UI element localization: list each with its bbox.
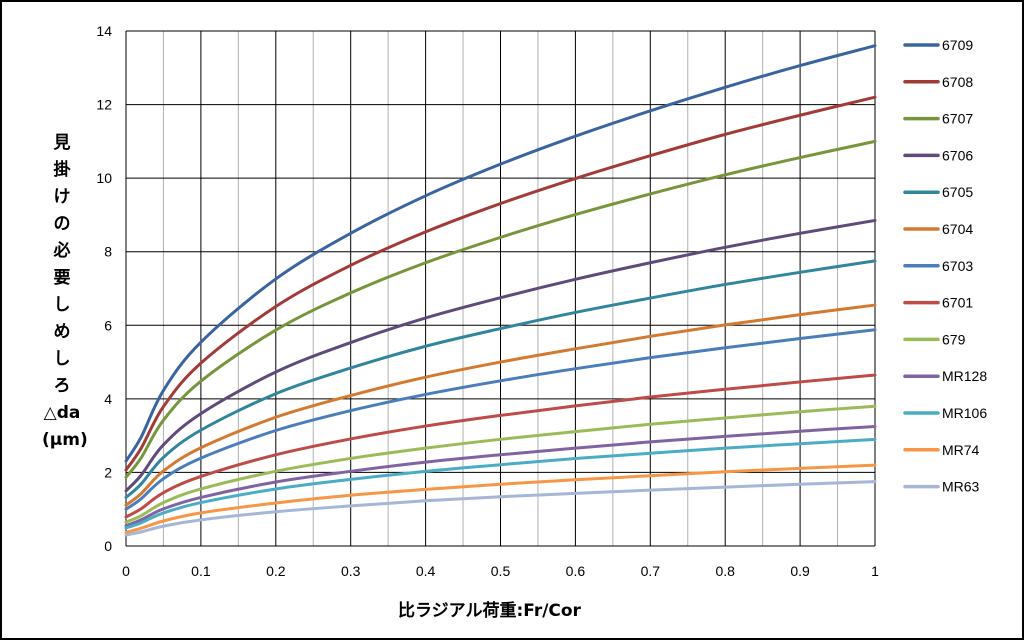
legend-label-6707: 6707 [942,111,973,127]
series-line-6709 [124,44,877,463]
y-axis-label-char: の [53,214,71,234]
x-tick-label: 0.6 [566,563,586,579]
legend-label-6708: 6708 [942,74,973,90]
legend-label-MR63: MR63 [942,479,980,495]
series-line-6706 [124,218,877,493]
y-axis-label-char: 必 [53,241,71,261]
x-tick-label: 1 [871,563,879,579]
legend-label-6709: 6709 [942,37,973,53]
x-tick-label: 0.2 [266,563,286,579]
legend-label-MR128: MR128 [942,368,987,384]
y-tick-label: 14 [96,23,112,39]
legend-label-6704: 6704 [942,221,973,237]
y-axis-label-char: け [53,187,71,207]
x-tick-label: 0.7 [641,563,661,579]
y-tick-label: 12 [96,97,112,113]
x-tick-label: 0.4 [416,563,436,579]
x-tick-label: 0.3 [341,563,361,579]
legend-label-6703: 6703 [942,258,973,274]
y-axis-label: 見掛けの必要しめしろ △da (μm) [42,130,88,454]
x-tick-label: 0 [122,563,130,579]
series-line-6707 [124,139,877,479]
series-line-MR106 [124,437,877,530]
y-tick-label: 8 [104,244,112,260]
y-tick-label: 0 [104,538,112,554]
x-tick-label: 0.8 [715,563,735,579]
x-tick-label: 0.9 [790,563,810,579]
y-axis-label-char: 掛 [53,160,71,180]
series-line-MR128 [124,424,877,528]
y-axis-label-char: △da [43,403,81,423]
x-tick-label: 0.1 [191,563,211,579]
legend-label-6705: 6705 [942,184,973,200]
series-line-6704 [124,303,877,507]
legend-label-679: 679 [942,331,966,347]
legend-label-6706: 6706 [942,147,973,163]
legend-label-MR106: MR106 [942,405,987,421]
y-tick-label: 2 [104,464,112,480]
series-line-MR63 [124,480,877,537]
legend-label-6701: 6701 [942,295,973,311]
series-line-6705 [124,259,877,499]
y-axis-label-char: し [53,349,71,369]
y-tick-label: 10 [96,170,112,186]
series-line-MR74 [124,463,877,534]
y-axis-label-char: (μm) [42,430,88,450]
y-axis-label-char: し [53,295,71,315]
series-line-679 [124,404,877,524]
y-tick-label: 6 [104,317,112,333]
series-line-6701 [124,373,877,519]
y-tick-label: 4 [104,391,112,407]
series-line-6708 [124,95,877,472]
x-tick-label: 0.5 [491,563,511,579]
x-axis-label: 比ラジアル荷重:Fr/Cor [398,601,581,621]
series-line-6703 [124,328,877,511]
legend-label-MR74: MR74 [942,442,980,458]
y-axis-label-char: ろ [53,376,71,396]
y-axis-label-char: 見 [53,133,71,153]
y-axis-label-char: 要 [53,268,71,288]
y-axis-label-char: め [53,322,71,342]
